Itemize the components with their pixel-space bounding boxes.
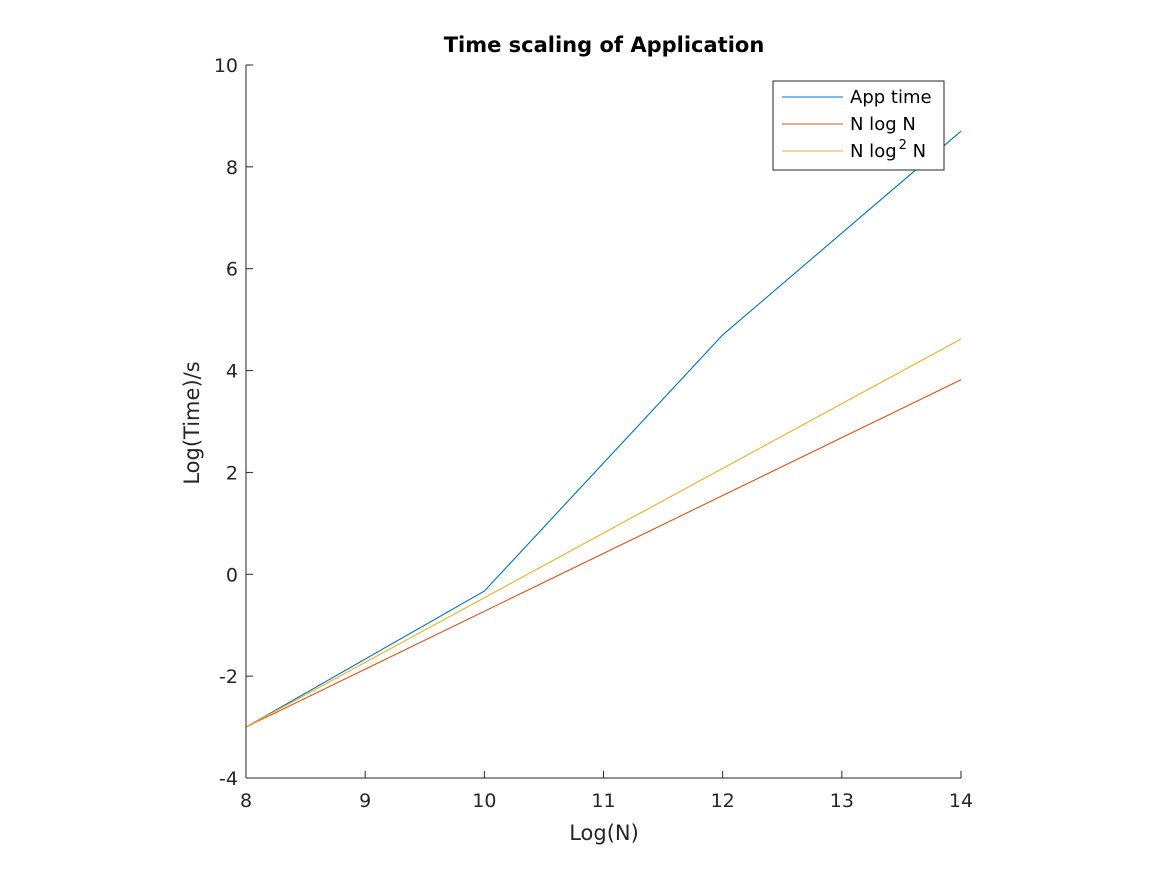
y-ticks: -4 -2 0 2 4 6 8 10: [214, 55, 253, 790]
series-group: [245, 130, 962, 728]
y-tick-label: -4: [219, 768, 238, 790]
y-axis-label: Log(Time)/s: [180, 361, 204, 484]
x-tick-label: 9: [359, 790, 371, 812]
series-line-0: [245, 130, 962, 728]
legend-label: N log N: [850, 114, 916, 135]
legend-label: App time: [850, 87, 932, 108]
x-tick-label: 13: [830, 790, 854, 812]
y-tick-label: 6: [226, 259, 238, 281]
y-tick-label: 10: [214, 55, 238, 77]
legend-label-superscript: 2: [899, 138, 907, 153]
y-tick-label: -2: [219, 666, 238, 688]
x-tick-label: 10: [472, 790, 496, 812]
y-tick-label: 8: [226, 157, 238, 179]
x-tick-label: 12: [711, 790, 735, 812]
legend-label-part: N log N: [850, 114, 916, 135]
y-tick-label: 2: [226, 462, 238, 484]
x-tick-label: 8: [240, 790, 252, 812]
legend-label-part: N: [907, 141, 926, 162]
series-line-2: [245, 338, 962, 728]
legend-label-part: App time: [850, 87, 932, 108]
legend-box: [772, 80, 945, 171]
y-tick-label: 0: [226, 564, 238, 586]
y-tick-label: 4: [226, 361, 238, 383]
chart-title: Time scaling of Application: [444, 33, 765, 57]
x-tick-label: 14: [949, 790, 973, 812]
x-ticks: 8 9 10 11 12 13 14: [240, 771, 973, 812]
legend-label: N log 2 N: [850, 138, 926, 162]
legend-label-part: N log: [850, 141, 897, 162]
x-tick-label: 11: [591, 790, 615, 812]
series-line-1: [245, 379, 962, 728]
x-axis-label: Log(N): [569, 821, 639, 845]
